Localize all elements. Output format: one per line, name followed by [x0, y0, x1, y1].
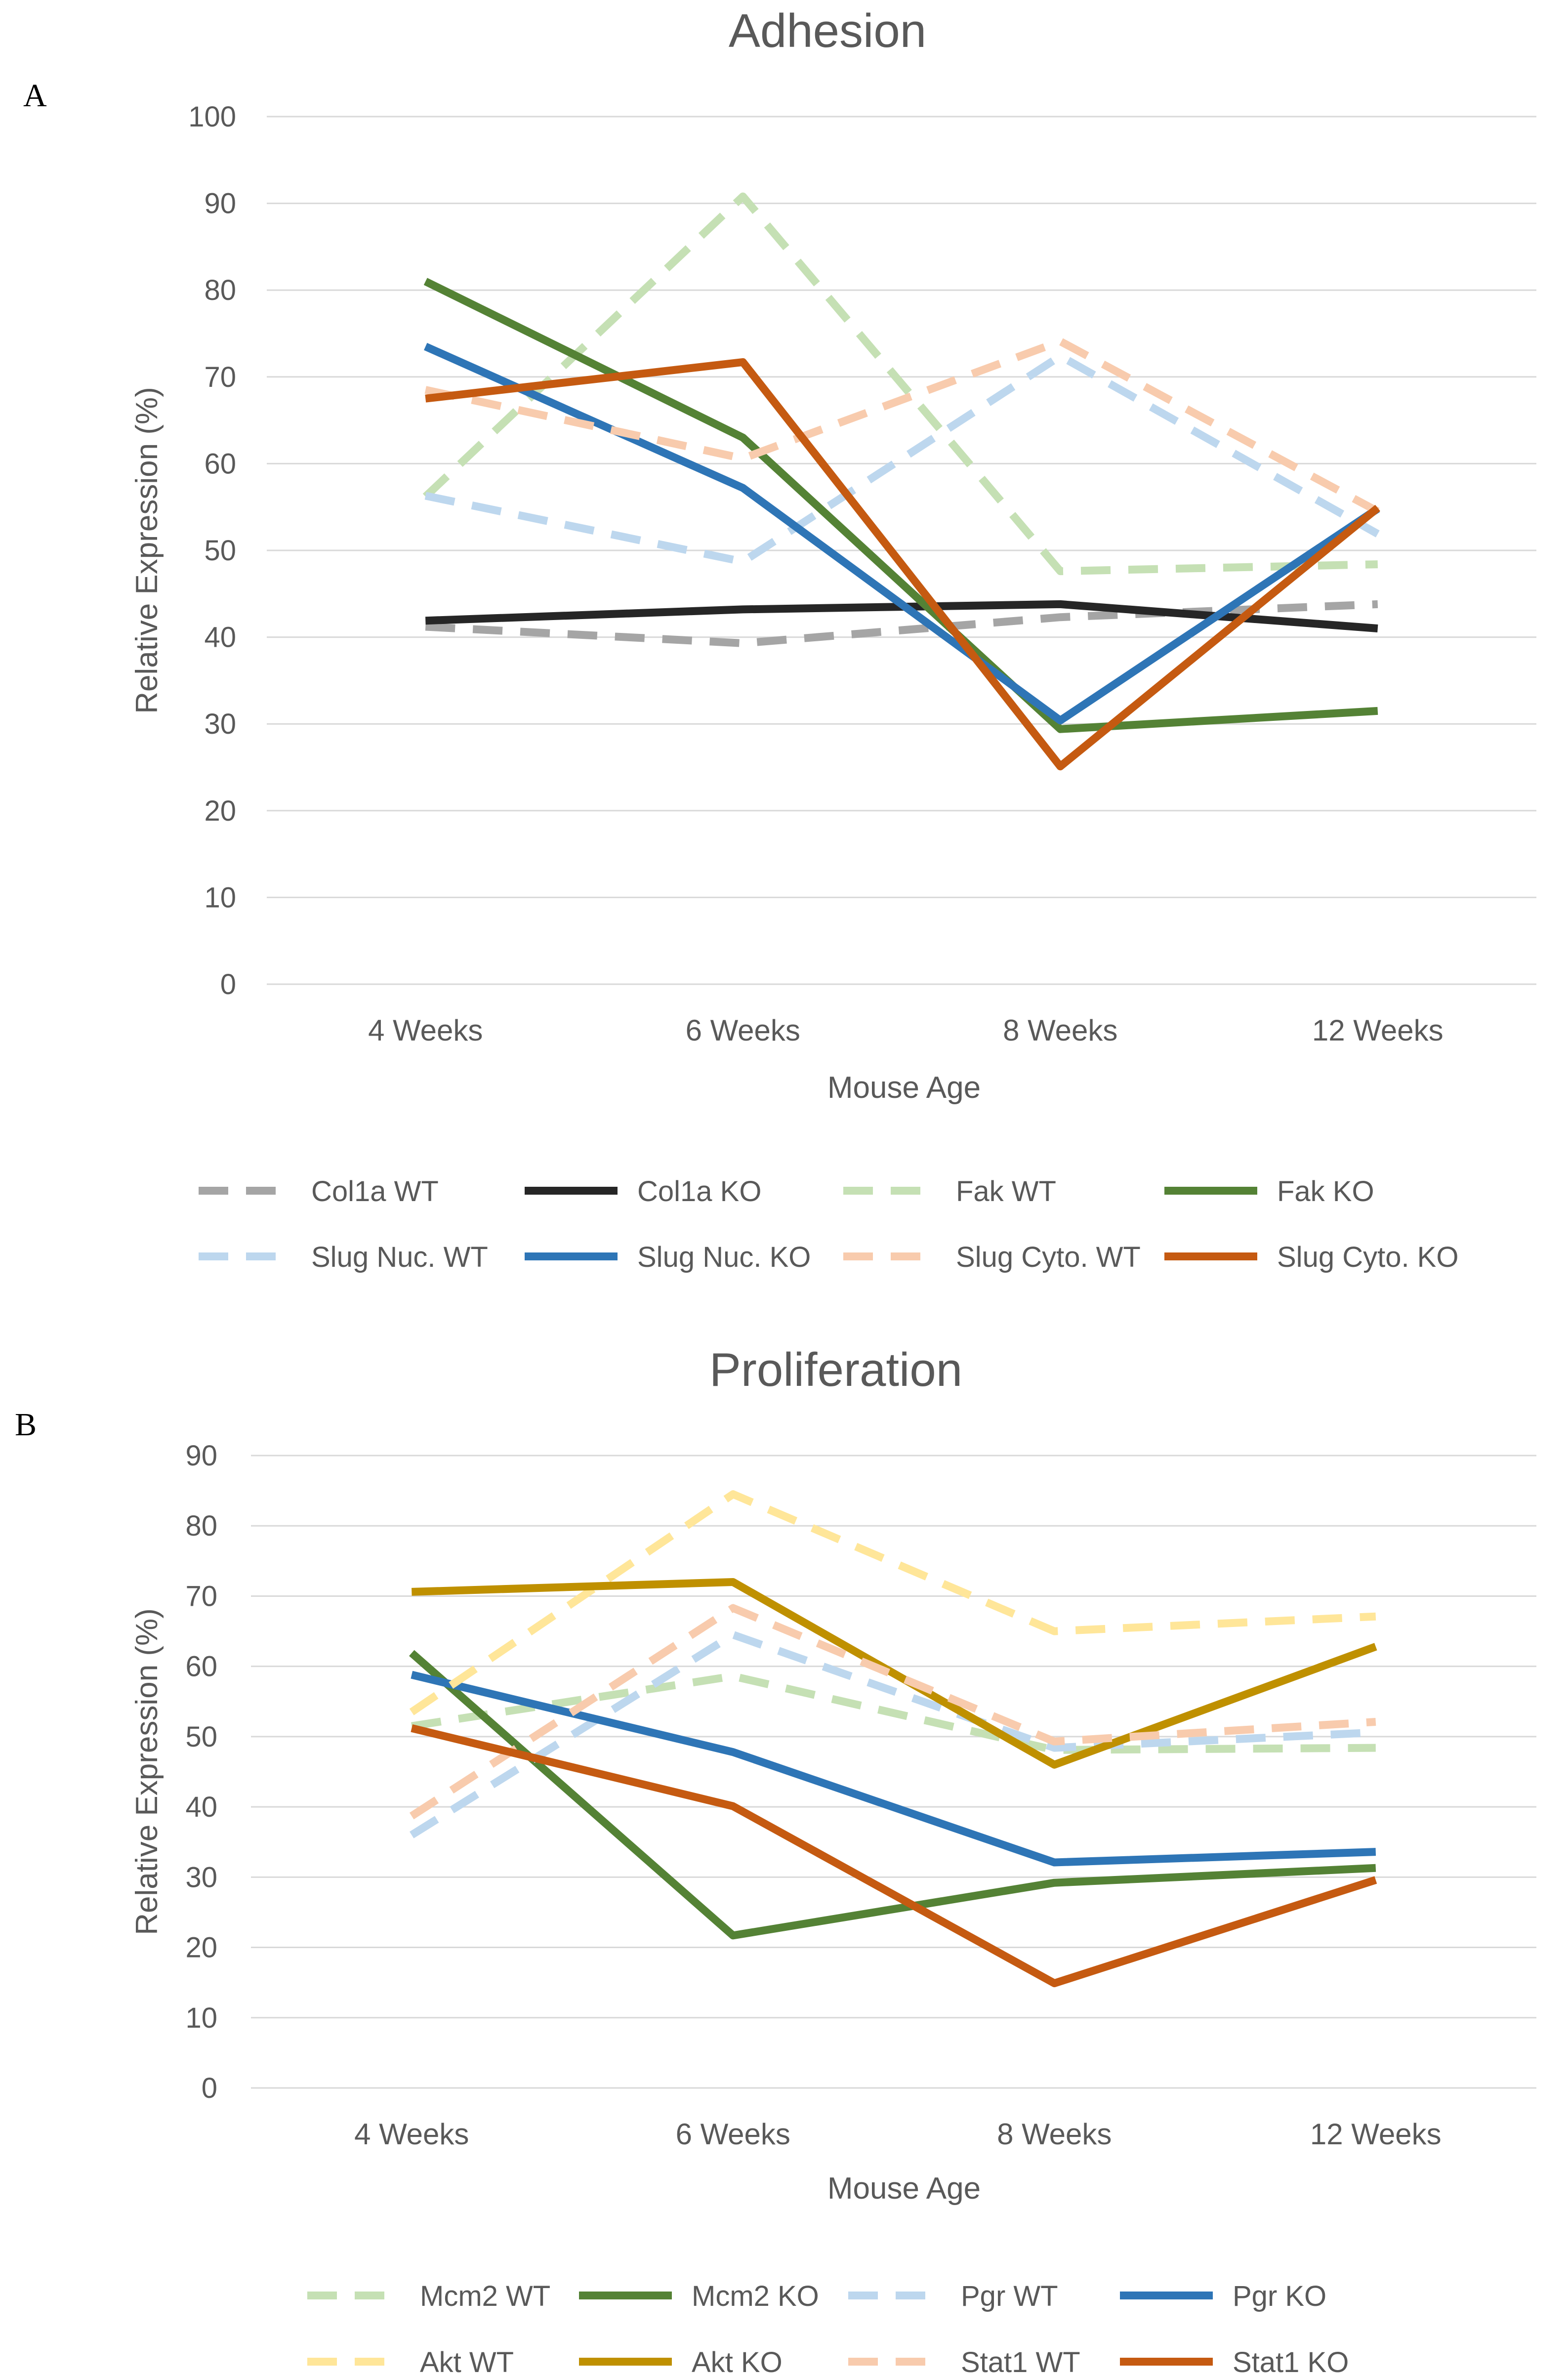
legend-label: Slug Nuc. KO	[637, 1241, 811, 1273]
series-line	[411, 1672, 1376, 1754]
x-axis-label: Mouse Age	[827, 1071, 981, 1105]
y-tick-label: 70	[204, 361, 236, 393]
chart-title: Proliferation	[709, 1343, 962, 1396]
x-tick-labels: 4 Weeks 6 Weeks 8 Weeks 12 Weeks	[368, 1014, 1444, 1047]
series-line	[412, 1578, 1377, 1769]
x-tick-label: 8 Weeks	[1003, 1014, 1117, 1047]
x-axis-label: Mouse Age	[827, 2171, 981, 2206]
grid-lines	[267, 116, 1536, 985]
series-line	[409, 1604, 1376, 1820]
series-line	[424, 342, 1380, 725]
x-tick-labels: 4 Weeks 6 Weeks 8 Weeks 12 Weeks	[354, 2118, 1442, 2151]
legend-label: Pgr KO	[1233, 2280, 1326, 2312]
legend-label: Akt KO	[692, 2346, 783, 2376]
series-line	[410, 1630, 1376, 1838]
y-tick-label: 50	[185, 1721, 217, 1753]
panel-a: A Adhesion 0 10 20 30 40 50 60 70 80 90 100 4 Week…	[23, 4, 1536, 1273]
y-tick-label: 30	[185, 1861, 217, 1893]
x-tick-label: 12 Weeks	[1312, 1014, 1444, 1047]
y-tick-label: 40	[204, 622, 236, 654]
legend: Mcm2 WT Mcm2 KO Pgr WT Pgr KO Akt WT Akt KO St…	[307, 2280, 1349, 2376]
y-tick-labels: 0 10 20 30 40 50 60 70 80 90 100	[188, 101, 236, 1000]
panel-letter: B	[15, 1407, 37, 1443]
series-line	[409, 1650, 1376, 1940]
y-tick-label: 0	[202, 2072, 217, 2104]
legend-label: Slug Cyto. WT	[956, 1241, 1141, 1273]
panel-b: B Proliferation 0 10 20 30 40 50 60 70 80 90 4 We…	[15, 1343, 1536, 2376]
y-axis-label: Relative Expression (%)	[130, 387, 164, 714]
chart-title: Adhesion	[729, 4, 926, 57]
y-tick-label: 10	[185, 2002, 217, 2034]
y-tick-label: 20	[185, 1932, 217, 1964]
y-tick-label: 60	[204, 448, 236, 480]
y-tick-label: 70	[185, 1580, 217, 1612]
series-line	[425, 600, 1378, 647]
series-line	[425, 358, 1380, 771]
y-tick-label: 80	[204, 274, 236, 306]
legend-label: Stat1 KO	[1233, 2346, 1349, 2376]
legend-label: Fak WT	[956, 1175, 1056, 1208]
x-tick-label: 4 Weeks	[354, 2118, 469, 2151]
y-tick-label: 20	[204, 795, 236, 827]
y-tick-label: 60	[185, 1651, 217, 1683]
data-series	[422, 192, 1380, 771]
y-tick-label: 90	[185, 1440, 217, 1472]
legend-label: Mcm2 WT	[420, 2280, 550, 2312]
series-line	[424, 352, 1380, 566]
y-tick-label: 90	[204, 188, 236, 220]
legend-label: Col1a KO	[637, 1175, 761, 1208]
legend-label: Slug Nuc. WT	[311, 1241, 488, 1273]
y-tick-label: 50	[204, 535, 236, 567]
series-line	[423, 278, 1378, 733]
legend-label: Fak KO	[1277, 1175, 1374, 1208]
legend-label: Akt WT	[420, 2346, 514, 2376]
legend: Col1a WT Col1a KO Fak WT Fak KO Slug Nuc. WT…	[199, 1175, 1458, 1273]
legend-label: Col1a WT	[311, 1175, 439, 1208]
legend-label: Stat1 WT	[961, 2346, 1080, 2376]
series-line	[424, 337, 1380, 515]
series-line	[422, 192, 1378, 576]
legend-label: Mcm2 KO	[692, 2280, 819, 2312]
y-axis-label: Relative Expression (%)	[130, 1608, 164, 1935]
x-tick-label: 6 Weeks	[676, 2118, 790, 2151]
x-tick-label: 8 Weeks	[997, 2118, 1112, 2151]
panel-letter: A	[23, 78, 47, 114]
y-tick-labels: 0 10 20 30 40 50 60 70 80 90	[185, 1440, 217, 2104]
y-tick-label: 30	[204, 708, 236, 740]
y-tick-label: 80	[185, 1510, 217, 1542]
y-tick-label: 10	[204, 881, 236, 914]
x-tick-label: 6 Weeks	[686, 1014, 800, 1047]
data-series	[409, 1490, 1377, 1988]
y-tick-label: 40	[185, 1791, 217, 1823]
x-tick-label: 4 Weeks	[368, 1014, 483, 1047]
series-line	[409, 1490, 1376, 1715]
x-tick-label: 12 Weeks	[1310, 2118, 1442, 2151]
legend-label: Slug Cyto. KO	[1277, 1241, 1458, 1273]
series-line	[411, 1724, 1377, 1988]
y-tick-label: 0	[220, 968, 236, 1000]
legend-label: Pgr WT	[961, 2280, 1058, 2312]
y-tick-label: 100	[188, 101, 236, 133]
